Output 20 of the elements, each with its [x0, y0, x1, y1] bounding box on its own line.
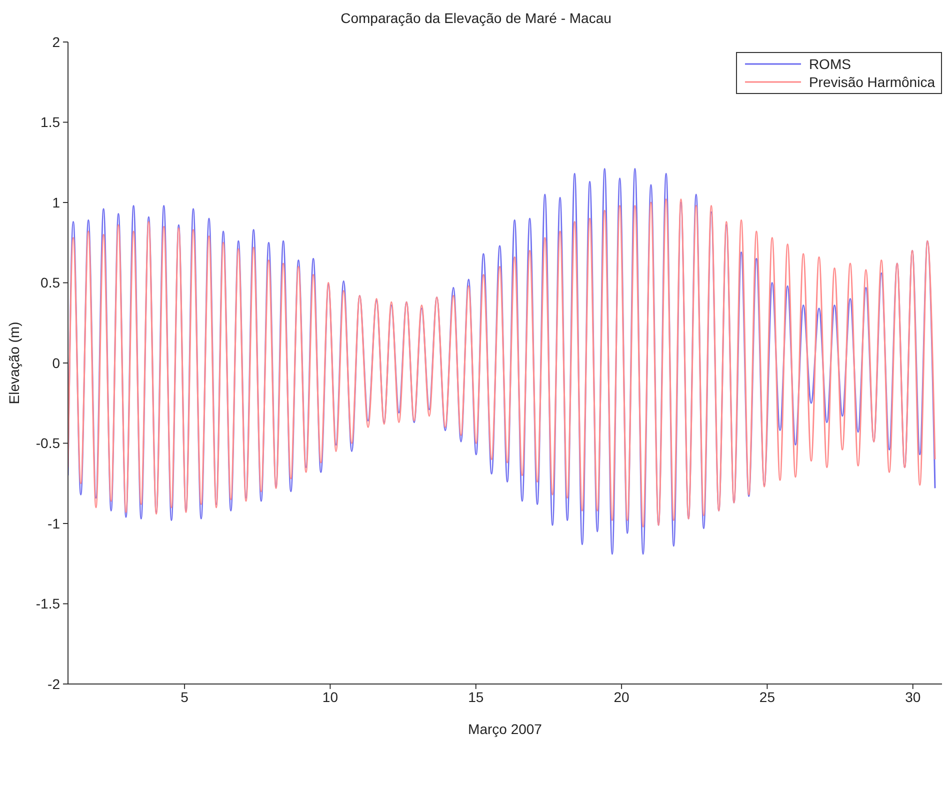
legend-label: ROMS	[808, 55, 851, 73]
y-tick-label: 1	[52, 194, 60, 210]
y-tick-label: 2	[52, 34, 60, 50]
x-axis-title: Março 2007	[468, 721, 542, 737]
x-tick-label: 5	[180, 688, 189, 705]
legend-label: Previsão Harmônica	[808, 73, 935, 91]
y-tick-label: -0.5	[36, 435, 60, 452]
y-tick-label: 1.5	[40, 114, 60, 130]
y-axis-title: Elevação (m)	[6, 322, 22, 404]
x-tick-label: 10	[322, 688, 338, 705]
chart-title: Comparação da Elevação de Maré - Macau	[340, 10, 612, 26]
x-tick-label: 25	[759, 688, 776, 705]
y-tick-label: 0	[52, 354, 60, 371]
y-tick-label: -1	[48, 515, 60, 532]
x-tick-label: 15	[468, 688, 484, 705]
x-tick-label: 20	[614, 688, 630, 705]
x-tick-label: 30	[905, 688, 921, 705]
y-tick-label: -2	[48, 676, 60, 692]
y-tick-label: 0.5	[40, 274, 60, 291]
y-tick-label: -1.5	[36, 596, 60, 612]
